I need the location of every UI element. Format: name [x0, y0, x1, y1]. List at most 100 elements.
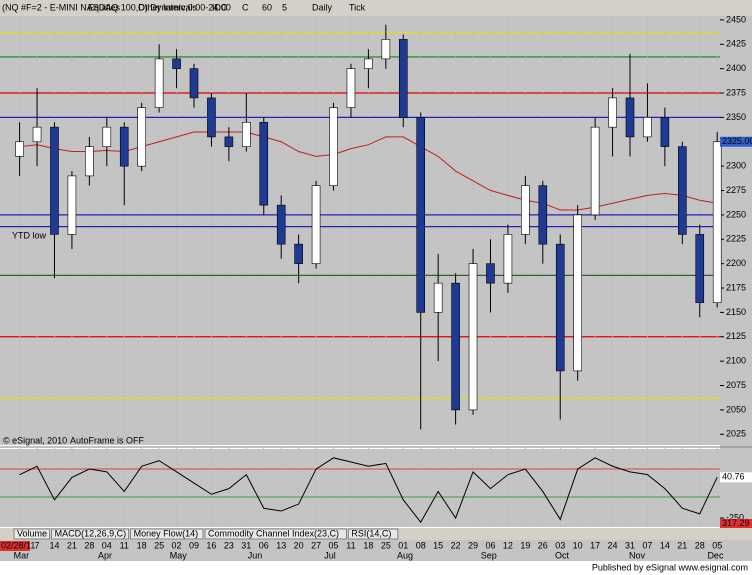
- y-tick-label: 2100: [726, 356, 746, 366]
- last-price-box: [720, 136, 752, 147]
- indicator-last-box: [720, 472, 752, 483]
- y-tick-label: 2025: [726, 429, 746, 439]
- x-tick-label: 17: [590, 540, 600, 550]
- x-tick-label: 09: [189, 540, 199, 550]
- x-tick-label: 23: [224, 540, 234, 550]
- toolbar-item[interactable]: Other Intervals: [138, 2, 198, 12]
- candle-body: [538, 185, 548, 245]
- month-label: Jun: [248, 550, 263, 560]
- month-label: Nov: [629, 550, 646, 560]
- annotation: AutoFrame is OFF: [70, 435, 145, 445]
- candle-body: [294, 243, 303, 264]
- candle-body: [712, 141, 722, 303]
- candle-body: [416, 117, 426, 313]
- month-label: Aug: [397, 550, 413, 560]
- toolbar-item[interactable]: Equities: [88, 2, 121, 12]
- month-label: Sep: [481, 550, 497, 560]
- x-tick-label: 06: [259, 540, 269, 550]
- candle-body: [503, 234, 513, 284]
- x-tick-label: 21: [67, 540, 77, 550]
- x-tick-label: 25: [154, 540, 164, 550]
- candle-body: [486, 263, 495, 284]
- candle-body: [678, 146, 687, 235]
- x-tick-label: 18: [137, 540, 147, 550]
- candle-body: [381, 39, 391, 60]
- y-tick-label: 2425: [726, 39, 746, 49]
- x-tick-label: 08: [416, 540, 426, 550]
- start-date-box: [0, 541, 30, 551]
- x-tick-label: 28: [695, 540, 705, 550]
- candle-body: [346, 68, 356, 108]
- toolbar-item[interactable]: 5: [282, 2, 287, 12]
- candle-body: [521, 185, 530, 235]
- price-axis: [720, 16, 752, 528]
- candle-body: [15, 141, 24, 157]
- candle-body: [590, 126, 600, 216]
- candle-body: [50, 126, 59, 235]
- x-tick-label: 28: [84, 540, 94, 550]
- month-label: Jul: [324, 550, 336, 560]
- tab[interactable]: [130, 528, 204, 540]
- tab[interactable]: [13, 528, 51, 540]
- candle-body: [67, 175, 77, 235]
- x-tick-label: 27: [311, 540, 321, 550]
- candle-body: [398, 39, 408, 118]
- y-tick-label: 2175: [726, 282, 746, 292]
- date-axis: [0, 540, 752, 561]
- candle-body: [625, 97, 635, 138]
- x-tick-label: 14: [49, 540, 59, 550]
- y-tick-label: 2125: [726, 331, 746, 341]
- tab-label[interactable]: Volume: [17, 528, 47, 538]
- month-label: Apr: [98, 550, 112, 560]
- candle-body: [695, 234, 705, 303]
- y-tick-label: 2275: [726, 185, 746, 195]
- tab-label[interactable]: RSI(14,C): [351, 528, 391, 538]
- x-tick-label: 24: [608, 540, 618, 550]
- indicator-panel: [0, 449, 720, 527]
- toolbar-item[interactable]: Daily: [312, 2, 333, 12]
- tab-label[interactable]: Money Flow(14): [134, 528, 199, 538]
- candle-body: [451, 282, 460, 411]
- candle-body: [311, 185, 321, 264]
- annotation: © eSignal, 2010: [3, 435, 67, 445]
- toolbar-item[interactable]: C: [242, 2, 249, 12]
- x-tick-label: 01: [398, 540, 408, 550]
- x-tick-label: 7: [35, 540, 40, 550]
- moving-average: [19, 131, 718, 211]
- x-tick-label: 15: [433, 540, 443, 550]
- y-tick-label: 2400: [726, 63, 746, 73]
- toolbar-item[interactable]: Tick: [349, 2, 366, 12]
- price-panel: [0, 16, 720, 445]
- candle-body: [242, 121, 251, 147]
- tab[interactable]: [347, 528, 399, 540]
- tab-label[interactable]: Commodity Channel Index(23,C): [208, 528, 339, 538]
- y-tick-label: 2250: [726, 209, 746, 219]
- x-tick-label: 05: [712, 540, 722, 550]
- x-tick-label: 14: [660, 540, 670, 550]
- y-tick-label: 2150: [726, 307, 746, 317]
- candle-body: [85, 146, 94, 177]
- tab[interactable]: [51, 528, 130, 540]
- x-tick-label: 19: [520, 540, 530, 550]
- x-tick-label: 16: [206, 540, 216, 550]
- x-tick-label: 05: [329, 540, 339, 550]
- toolbar-item[interactable]: 60: [262, 2, 272, 12]
- toolbar-item[interactable]: IDC: [212, 2, 228, 12]
- x-tick-label: 31: [241, 540, 251, 550]
- y-tick-label: 2350: [726, 112, 746, 122]
- tab-label[interactable]: MACD(12,26,9,C): [55, 528, 127, 538]
- candle-body: [224, 136, 234, 147]
- tab[interactable]: [204, 528, 347, 540]
- month-label: May: [170, 550, 188, 560]
- candle-body: [433, 282, 443, 313]
- y-tick-label: 2075: [726, 380, 746, 390]
- x-tick-label: 10: [573, 540, 583, 550]
- candle-body: [573, 214, 582, 372]
- candle-body: [189, 68, 199, 99]
- x-tick-label: 03: [555, 540, 565, 550]
- candle-body: [329, 107, 338, 186]
- x-tick-label: 21: [677, 540, 687, 550]
- x-tick-label: 25: [381, 540, 391, 550]
